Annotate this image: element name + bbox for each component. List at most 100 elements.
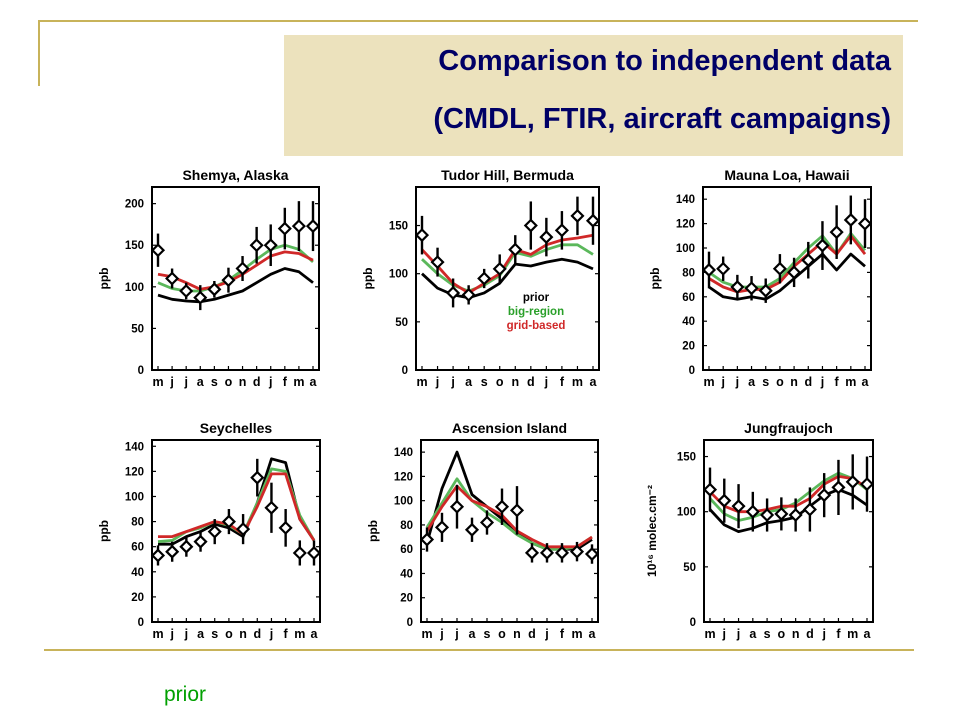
observation-point [701,262,717,278]
y-tick-label: 20 [400,593,413,605]
top-accent-line [38,20,918,22]
observation-point [165,544,180,559]
observation-point [585,213,601,228]
x-tick-label: m [416,375,427,389]
x-tick-label: d [528,627,536,641]
observation-point [449,499,465,514]
x-tick-label: o [496,375,504,389]
x-tick-label: o [225,375,233,389]
plot-frame [420,439,599,623]
y-tick-label: 80 [400,520,413,532]
observation-point [815,238,830,253]
plot-frame [703,439,874,623]
chart-legend: prior big-region grid-based [507,292,566,332]
x-tick-label: m [572,375,583,389]
y-tick-label: 100 [125,491,144,503]
observation-point [479,515,495,530]
observation-point [477,271,492,286]
observation-point [305,219,321,234]
footer-prior-label: prior [164,683,207,706]
observation-point [193,290,208,305]
observation-point [461,287,476,302]
y-tick-label: 100 [677,507,696,519]
x-tick-label: o [776,375,784,389]
x-tick-label: n [790,375,798,389]
observation-point [292,545,307,561]
x-tick-label: j [544,627,548,641]
bottom-accent-line [44,649,914,651]
x-tick-label: s [481,375,488,389]
observation-point [523,218,538,233]
y-tick-label: 40 [400,568,413,580]
x-tick-label: a [864,627,872,641]
x-tick-label: n [511,375,519,389]
x-tick-label: a [197,375,205,389]
chart-title: Jungfraujoch [744,420,833,436]
y-tick-label: 60 [131,542,144,554]
observation-point [772,261,787,276]
y-tick-label: 0 [407,617,413,629]
series-line-grid-based [420,233,594,295]
y-tick-label: 40 [682,316,695,328]
x-tick-label: a [748,375,756,389]
y-tick-label: 140 [394,447,413,459]
observation-point [774,506,789,521]
x-tick-label: d [527,375,535,389]
y-tick-label: 140 [125,441,144,453]
observation-point [264,500,279,515]
observation-point [570,208,585,223]
observation-point [744,281,759,296]
x-tick-label: a [862,375,870,389]
chart-title: Ascension Island [452,420,567,436]
observation-point [817,488,832,503]
y-tick-label: 120 [676,219,695,231]
x-tick-label: m [152,375,163,389]
series-line-grid-based [157,250,314,291]
x-tick-label: n [239,627,247,641]
observation-point [745,504,760,519]
x-tick-label: a [589,627,597,641]
x-tick-label: m [421,627,432,641]
observation-point [277,221,292,236]
x-tick-label: s [211,375,218,389]
observation-point [829,225,844,240]
y-tick-label: 0 [689,365,695,377]
x-tick-label: n [239,375,247,389]
observation-point [584,546,600,562]
x-tick-label: a [465,375,473,389]
plot-frame [415,186,600,371]
legend-entry-prior: prior [523,292,550,304]
plot-frame [151,186,320,371]
x-tick-label: m [294,627,305,641]
observation-point [716,261,731,276]
y-tick-label: 120 [394,471,413,483]
y-tick-label: 100 [125,282,144,294]
observation-point [249,238,264,253]
series-line-big-region [421,243,594,293]
series-line-big-region [708,231,867,289]
y-axis-label: ppb [97,520,111,542]
x-tick-label: j [735,375,739,389]
observation-point [702,482,718,497]
observation-point [788,507,803,523]
x-tick-label: o [498,627,506,641]
y-tick-label: 0 [690,617,696,629]
x-tick-label: f [284,627,289,641]
y-tick-label: 0 [138,365,144,377]
y-tick-label: 50 [395,317,408,329]
x-tick-label: f [283,375,288,389]
x-tick-label: j [454,627,458,641]
x-tick-label: j [183,375,187,389]
x-tick-label: o [225,627,233,641]
y-axis-label: ppb [97,268,111,290]
observation-point [524,545,540,560]
series-line-big-region [425,477,593,551]
x-tick-label: f [835,375,840,389]
y-tick-label: 150 [125,240,144,252]
x-tick-label: j [435,375,439,389]
observation-point [494,499,510,514]
y-tick-label: 100 [389,269,408,281]
observation-point [760,507,775,523]
